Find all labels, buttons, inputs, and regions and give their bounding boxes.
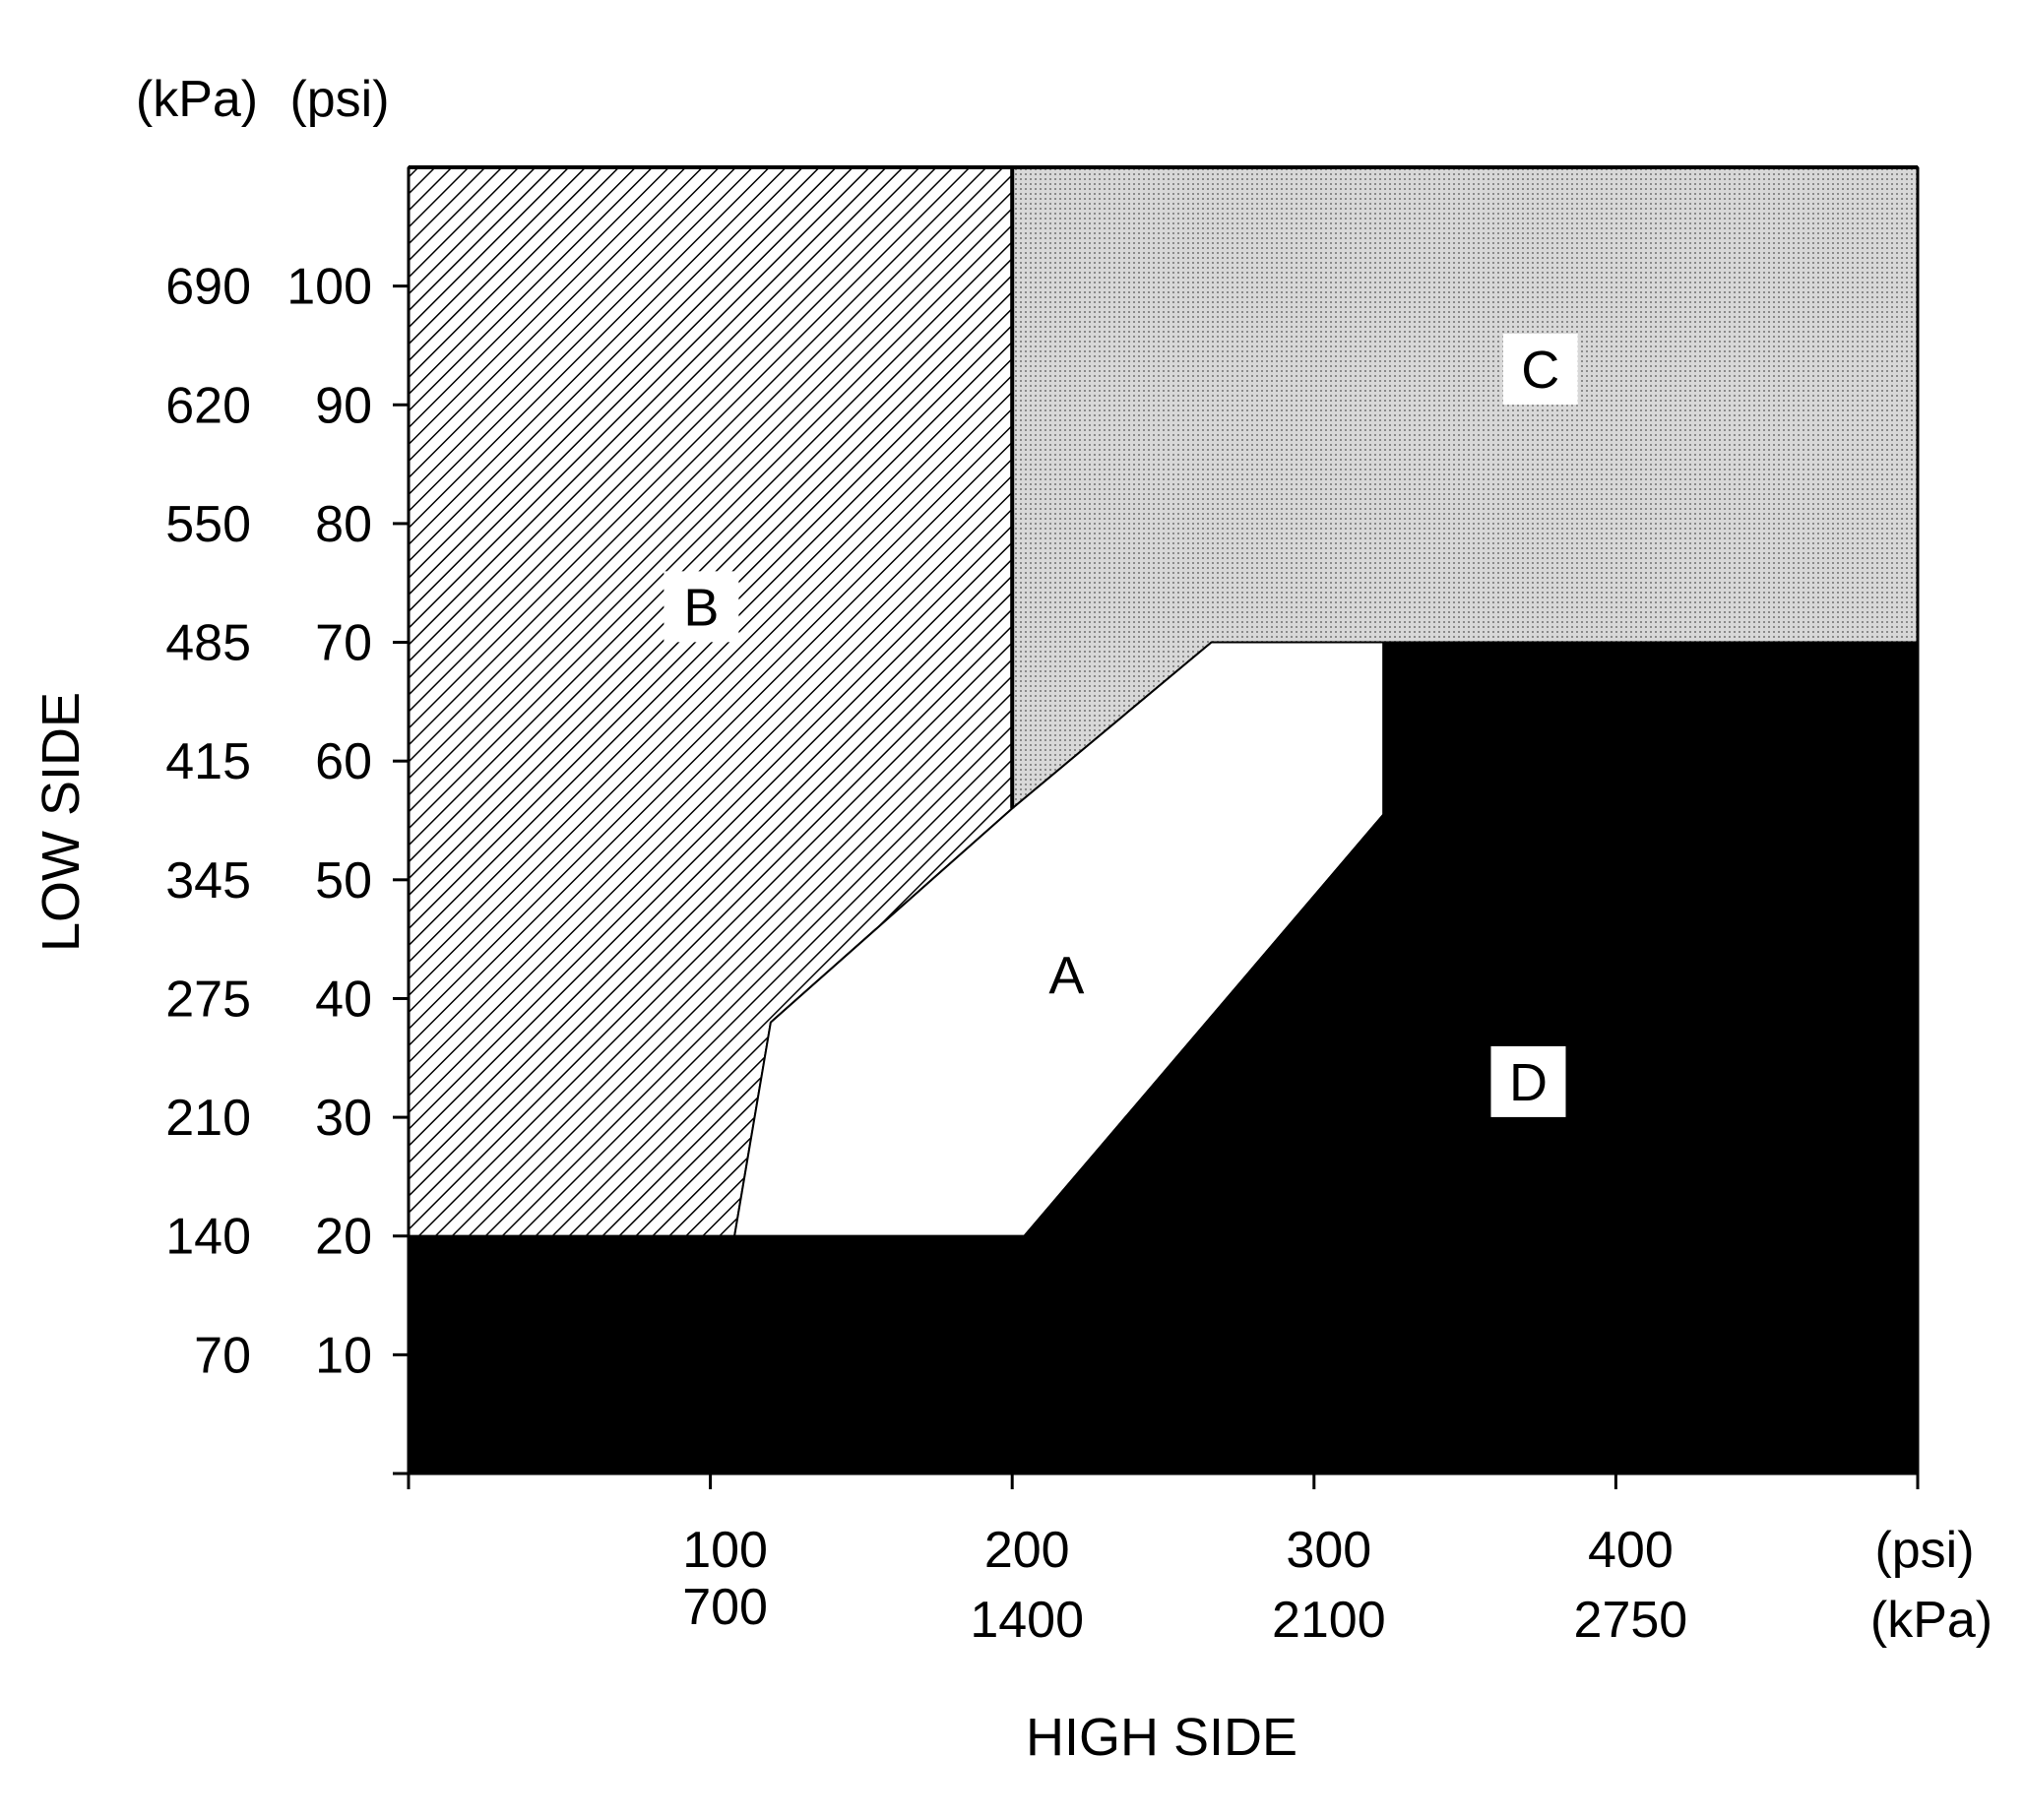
y-tick-label-kpa: 620 <box>165 377 251 434</box>
x-tick-label-kpa: 700 <box>682 1579 768 1636</box>
y-unit-kpa: (kPa) <box>136 71 258 128</box>
x-tick-label-kpa: 1400 <box>970 1592 1084 1649</box>
x-unit-psi: (psi) <box>1874 1522 1974 1579</box>
region-labels-layer: B C A D <box>664 334 1578 1117</box>
region-label-a: A <box>1048 946 1084 1005</box>
y-tick-label-psi: 50 <box>315 852 372 910</box>
x-tick-label-psi: 300 <box>1286 1522 1371 1579</box>
y-tick-label-psi: 30 <box>315 1090 372 1147</box>
region-label-a-group: A <box>1048 946 1084 1005</box>
axes-layer: 690 100 620 90 550 80 485 70 415 60 345 50 275 40 210 3… <box>165 165 1920 1649</box>
y-tick-label-kpa: 140 <box>165 1209 251 1266</box>
y-tick-label-kpa: 345 <box>165 852 251 910</box>
x-unit-kpa: (kPa) <box>1870 1592 1992 1649</box>
region-label-bg <box>664 571 739 643</box>
y-tick-label-psi: 70 <box>315 615 372 672</box>
region-label-bg <box>1502 334 1578 406</box>
y-tick-label-kpa: 70 <box>194 1327 251 1384</box>
region-label-b: B <box>683 578 719 637</box>
y-tick-label-psi: 90 <box>315 377 372 434</box>
y-tick-label-psi: 60 <box>315 733 372 790</box>
x-axis-title: HIGH SIDE <box>1026 1708 1297 1767</box>
y-tick-label-psi: 80 <box>315 496 372 553</box>
y-tick-label-kpa: 550 <box>165 496 251 553</box>
region-label-b-group: B <box>664 571 739 643</box>
y-tick-label-psi: 10 <box>315 1327 372 1384</box>
y-tick-label-psi: 100 <box>286 259 372 316</box>
y-tick-label-kpa: 485 <box>165 615 251 672</box>
y-tick-label-kpa: 690 <box>165 259 251 316</box>
region-label-bg <box>1490 1045 1566 1117</box>
x-tick-label-kpa: 2750 <box>1574 1592 1688 1649</box>
x-tick-label-psi: 400 <box>1588 1522 1674 1579</box>
y-tick-label-kpa: 210 <box>165 1090 251 1147</box>
region-label-d-group: D <box>1490 1045 1566 1117</box>
y-tick-label-kpa: 275 <box>165 971 251 1028</box>
region-label-d: D <box>1509 1053 1548 1112</box>
x-tick-label-psi: 100 <box>682 1522 768 1579</box>
region-label-c: C <box>1521 341 1559 400</box>
region-label-c-group: C <box>1502 334 1578 406</box>
y-tick-label-kpa: 415 <box>165 733 251 790</box>
x-tick-label-kpa: 2100 <box>1272 1592 1386 1649</box>
y-unit-psi: (psi) <box>289 71 389 128</box>
x-tick-label-psi: 200 <box>984 1522 1070 1579</box>
regions-layer <box>408 166 1919 1475</box>
y-tick-label-psi: 40 <box>315 971 372 1028</box>
y-axis-title: LOW SIDE <box>32 692 91 952</box>
y-tick-label-psi: 20 <box>315 1209 372 1266</box>
